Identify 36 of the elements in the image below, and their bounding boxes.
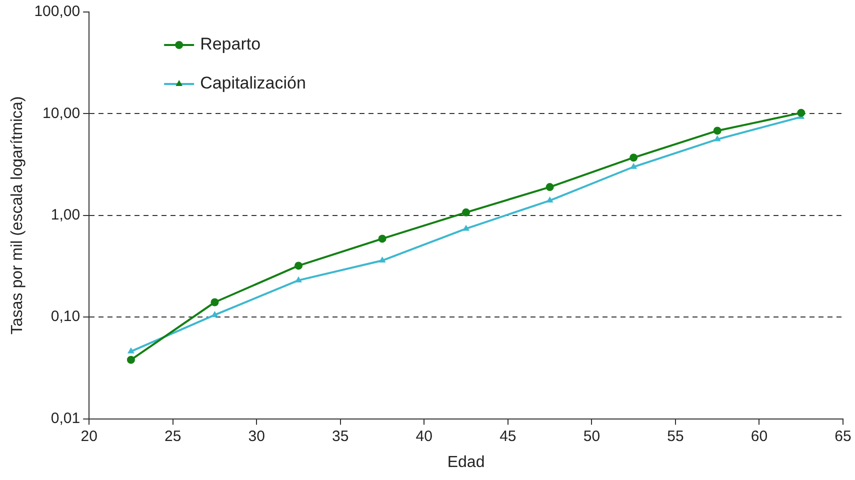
- x-tick-label: 35: [332, 428, 349, 445]
- point: [630, 162, 638, 169]
- x-tick-label: 25: [164, 428, 182, 445]
- point: [210, 298, 219, 306]
- legend-label: Reparto: [200, 34, 261, 54]
- point: [630, 154, 638, 162]
- x-tick-label: 30: [248, 428, 265, 445]
- y-tick-label: 0,10: [50, 308, 80, 326]
- point: [462, 208, 470, 216]
- point: [378, 234, 386, 243]
- x-tick-label: 20: [80, 428, 98, 445]
- point: [714, 135, 721, 142]
- x-tick-label: 65: [834, 428, 852, 445]
- point: [546, 183, 554, 192]
- point: [713, 126, 722, 135]
- point: [126, 356, 135, 364]
- point: [378, 256, 386, 263]
- x-tick-label: 40: [416, 428, 432, 445]
- point: [294, 262, 302, 270]
- point: [211, 310, 218, 317]
- y-tick-label: 0,01: [50, 410, 80, 427]
- point: [462, 224, 470, 231]
- point: [546, 196, 554, 203]
- point: [295, 276, 302, 282]
- point: [797, 108, 806, 117]
- y-tick-label: 10,00: [42, 104, 80, 122]
- x-tick-label: 45: [500, 428, 516, 445]
- y-tick-label: 100,00: [34, 3, 80, 20]
- legend-label: Capitalización: [200, 74, 306, 93]
- x-axis-title: Edad: [447, 454, 485, 471]
- y-axis-title: Tasas por mil (escala logarítmica): [9, 96, 26, 335]
- point: [128, 347, 134, 354]
- x-tick-label: 55: [667, 428, 684, 445]
- y-tick-label: 1,00: [50, 206, 80, 224]
- x-tick-label: 50: [583, 428, 600, 445]
- x-tick-label: 60: [750, 428, 768, 445]
